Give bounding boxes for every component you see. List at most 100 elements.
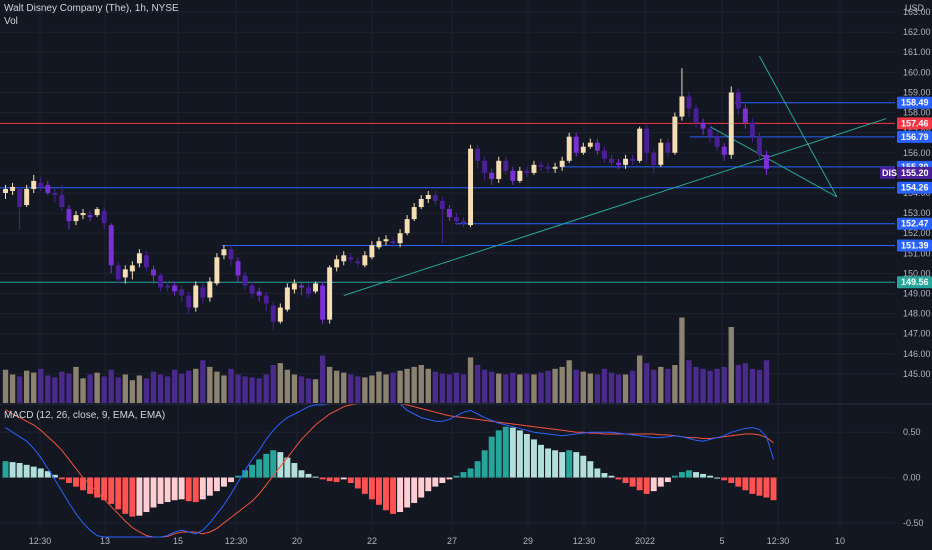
candle-body	[263, 295, 269, 304]
volume-bar	[355, 376, 361, 403]
macd-histogram-bar	[756, 477, 763, 496]
candle-body	[348, 257, 354, 260]
volume-bar	[460, 374, 467, 403]
candle-body	[369, 245, 375, 258]
macd-histogram-bar	[439, 477, 446, 483]
candle-body	[587, 142, 593, 147]
volume-bar	[453, 372, 460, 403]
volume-bar	[573, 369, 579, 403]
volume-bar	[298, 376, 305, 403]
macd-histogram-bar	[73, 477, 79, 487]
volume-bar	[538, 372, 544, 403]
volume-bar	[418, 365, 424, 403]
volume-bar	[291, 374, 298, 403]
macd-histogram-bar	[552, 450, 559, 478]
candle-body	[714, 136, 720, 147]
volume-bar	[38, 368, 44, 403]
price-tick-label: 146.00	[903, 349, 931, 359]
volume-bar	[714, 368, 720, 403]
volume-bar	[594, 374, 601, 403]
macd-histogram-bar	[347, 477, 354, 483]
volume-bar	[214, 371, 220, 403]
volume-bar	[326, 366, 333, 403]
candle-body	[3, 188, 8, 193]
candle-body	[80, 213, 86, 216]
candle-body	[524, 170, 530, 173]
volume-bar	[143, 378, 150, 403]
candle-body	[341, 255, 347, 262]
volume-bar	[545, 370, 551, 403]
macd-histogram-bar	[678, 472, 685, 478]
macd-histogram-bar	[249, 464, 256, 478]
level-badge	[897, 130, 932, 143]
volume-bar	[728, 327, 734, 403]
volume-bar	[319, 355, 326, 403]
macd-histogram-bar	[735, 477, 742, 487]
candle-body	[172, 285, 178, 292]
macd-histogram-bar	[65, 477, 72, 483]
macd-histogram-bar	[580, 455, 587, 478]
volume-bar	[390, 372, 396, 403]
macd-histogram-bar	[446, 477, 453, 480]
candle-body	[594, 142, 600, 151]
macd-histogram-bar	[397, 477, 404, 513]
time-tick-label: 15	[173, 536, 183, 546]
volume-bar	[763, 360, 770, 403]
candle-body	[475, 148, 481, 161]
macd-tick-label: 0.00	[903, 473, 921, 483]
time-tick-label: 27	[447, 536, 457, 546]
candle-body	[73, 215, 79, 222]
volume-bar	[101, 376, 107, 403]
level-badge-label: 149.56	[901, 277, 929, 287]
time-tick-label: 20	[292, 536, 302, 546]
volume-bar	[115, 377, 121, 403]
volume-bar	[481, 369, 488, 403]
candle-body	[277, 307, 283, 322]
price-axis[interactable]: 145.00 146.00 147.00 148.00 149.00 150.00 151.…	[880, 7, 932, 528]
macd-histogram-bar	[143, 477, 150, 513]
signal-line	[5, 403, 774, 538]
candle-body	[376, 241, 382, 248]
candle-body	[270, 305, 276, 322]
macd-histogram-bar	[770, 477, 777, 501]
macd-histogram-bar	[291, 463, 298, 478]
macd-histogram-bar	[80, 477, 86, 491]
volume-bar	[672, 365, 678, 403]
macd-histogram-bar	[474, 461, 481, 478]
volume-bar	[446, 374, 453, 403]
macd-histogram-bar	[460, 472, 467, 478]
time-tick-label: 12:30	[29, 536, 52, 546]
time-axis[interactable]: 12:30 13 15 12:30 20 22 27 29 12:30 2022 5 12:30 10	[29, 536, 845, 546]
level-badge-label: 151.39	[901, 240, 929, 250]
macd-histogram-bar	[573, 452, 580, 478]
price-tick-label: 158.00	[903, 108, 931, 118]
volume-bar	[341, 372, 347, 403]
macd-histogram-bar	[383, 477, 389, 511]
candle-body	[108, 225, 114, 266]
macd-histogram-bar	[108, 477, 115, 504]
currency-label: USD	[905, 3, 925, 13]
volume-bar	[9, 374, 16, 403]
macd-histogram-bar	[115, 477, 122, 510]
candle-body	[291, 283, 297, 290]
volume-bar	[228, 368, 234, 403]
macd-histogram-bar	[693, 472, 699, 478]
volume-bar	[615, 374, 622, 403]
candle-body	[38, 182, 44, 187]
candle-body	[489, 172, 495, 179]
volume-bar	[277, 363, 283, 403]
volume-bar	[31, 372, 37, 403]
price-tick-label: 150.00	[903, 268, 931, 278]
volume-bar	[94, 372, 100, 403]
level-badge-label: 158.49	[901, 98, 929, 108]
macd-histogram-bar	[531, 439, 537, 478]
candle-body	[52, 192, 58, 195]
volume-bar	[397, 370, 403, 403]
candle-body	[186, 295, 192, 308]
volume-bar	[749, 368, 756, 403]
macd-histogram-bar	[601, 473, 608, 478]
candle-body	[503, 160, 509, 171]
macd-histogram-bar	[545, 448, 552, 478]
last-price-label: 155.20	[901, 168, 929, 178]
